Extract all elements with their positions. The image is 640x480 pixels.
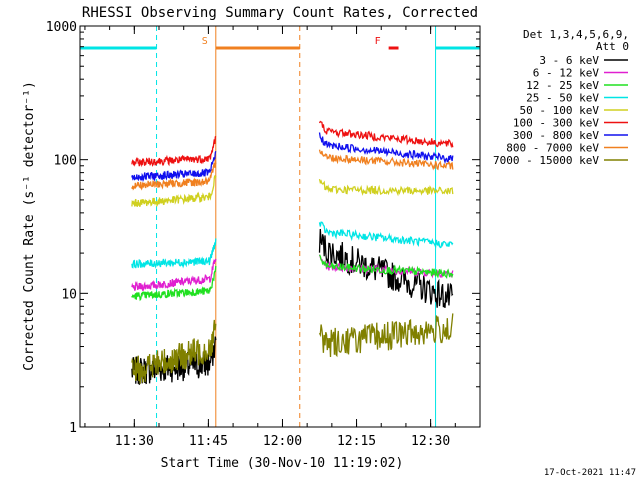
series-line-6-segment-2: [318, 132, 454, 165]
legend-entry-label: 12 - 25 keV: [526, 79, 599, 92]
y-axis-label: Corrected Count Rate (s⁻¹ detector⁻¹): [22, 81, 37, 371]
y-tick-label: 100: [54, 154, 77, 169]
series-line-6-segment-1: [131, 151, 217, 183]
chart-title: RHESSI Observing Summary Count Rates, Co…: [82, 5, 478, 21]
legend-header-line-1: Det 1,3,4,5,6,9,: [523, 28, 629, 41]
series-line-0-segment-1: [131, 336, 217, 385]
y-tick-label: 1000: [46, 20, 77, 35]
axes: 1 10 100 1000 11:30 11:45 12:00 12:15 12:30: [46, 20, 480, 449]
series-line-5-segment-2: [318, 120, 454, 149]
legend-entry-label: 25 - 50 keV: [526, 92, 599, 105]
series-line-7-segment-1: [131, 159, 217, 191]
x-tick-label: 12:15: [337, 434, 376, 449]
plot-area: NSF: [80, 26, 480, 427]
x-tick-label: 12:00: [263, 434, 302, 449]
y-tick-label: 10: [61, 287, 77, 302]
series-line-4-segment-2: [318, 178, 454, 197]
plot-frame: [79, 25, 481, 428]
series-line-4-segment-1: [131, 175, 217, 208]
series-line-3-segment-2: [318, 221, 454, 250]
x-tick-label: 12:30: [411, 434, 450, 449]
series-line-7-segment-2: [318, 149, 454, 171]
series-line-1-segment-1: [131, 258, 217, 291]
series-line-2-segment-2: [318, 254, 454, 280]
legend-entry-label: 6 - 12 keV: [533, 67, 600, 80]
legend-entry-label: 50 - 100 keV: [520, 104, 600, 117]
series-line-0-segment-2: [318, 228, 454, 308]
x-tick-label: 11:30: [115, 434, 154, 449]
legend-entry-label: 3 - 6 keV: [539, 54, 599, 67]
interval-label-F: F: [375, 36, 381, 47]
x-axis-label: Start Time (30-Nov-10 11:19:02): [161, 456, 404, 471]
x-tick-label: 11:45: [189, 434, 228, 449]
footer-timestamp: 17-Oct-2021 11:47: [544, 468, 636, 478]
legend-entry-label: 800 - 7000 keV: [506, 142, 599, 155]
interval-label-S: S: [202, 36, 208, 47]
series-line-8-segment-1: [131, 319, 217, 384]
series-line-8-segment-2: [318, 313, 454, 358]
legend-entry-label: 300 - 800 keV: [513, 129, 599, 142]
series-line-5-segment-1: [131, 135, 217, 168]
legend-entry-label: 7000 - 15000 keV: [493, 154, 599, 167]
legend-header-line-2: Att 0: [596, 40, 629, 53]
series-line-3-segment-1: [131, 238, 217, 269]
series-line-2-segment-1: [131, 265, 217, 302]
y-tick-label: 1: [69, 421, 77, 436]
legend-entry-label: 100 - 300 keV: [513, 117, 599, 130]
